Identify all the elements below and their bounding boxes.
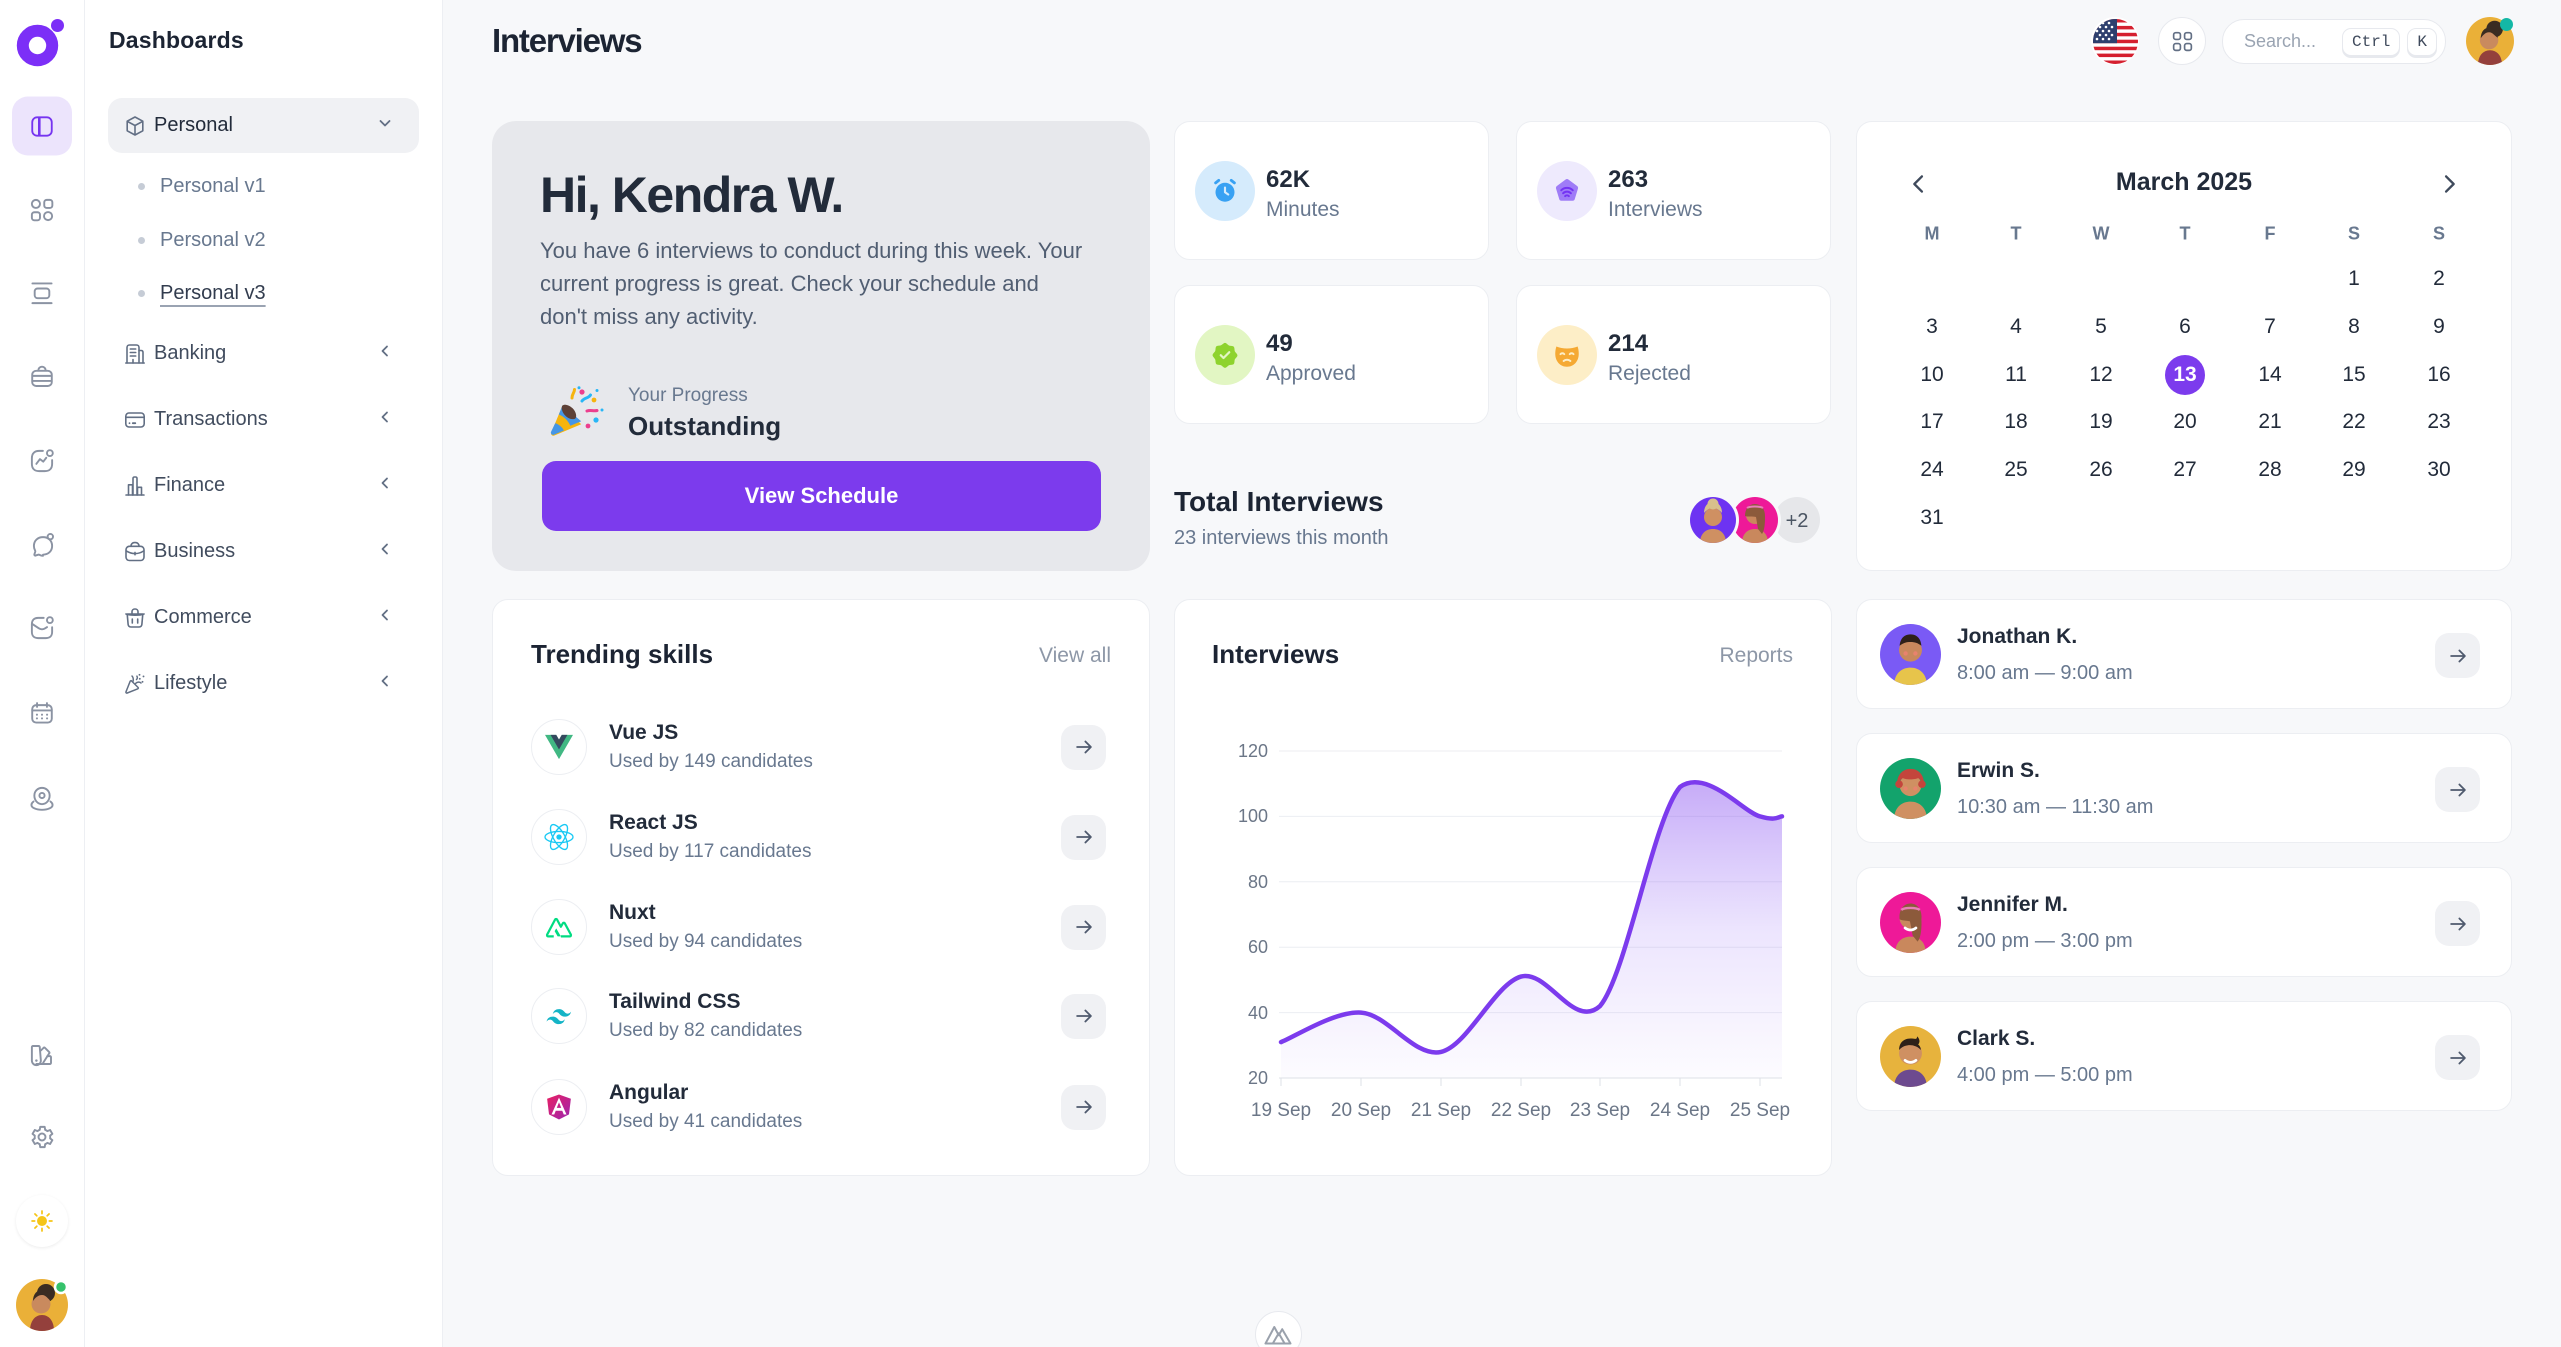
svg-text:19 Sep: 19 Sep	[1251, 1100, 1311, 1121]
svg-text:20 Sep: 20 Sep	[1331, 1100, 1391, 1121]
svg-text:21 Sep: 21 Sep	[1411, 1100, 1471, 1121]
svg-text:24 Sep: 24 Sep	[1650, 1100, 1710, 1121]
svg-text:80: 80	[1248, 872, 1268, 892]
svg-text:25 Sep: 25 Sep	[1730, 1100, 1790, 1121]
svg-text:60: 60	[1248, 937, 1268, 957]
svg-text:120: 120	[1238, 741, 1268, 761]
svg-text:40: 40	[1248, 1003, 1268, 1023]
svg-text:100: 100	[1238, 806, 1268, 826]
svg-text:20: 20	[1248, 1068, 1268, 1088]
svg-text:23 Sep: 23 Sep	[1570, 1100, 1630, 1121]
svg-text:22 Sep: 22 Sep	[1491, 1100, 1551, 1121]
svg-text:+2: +2	[1786, 510, 1809, 532]
